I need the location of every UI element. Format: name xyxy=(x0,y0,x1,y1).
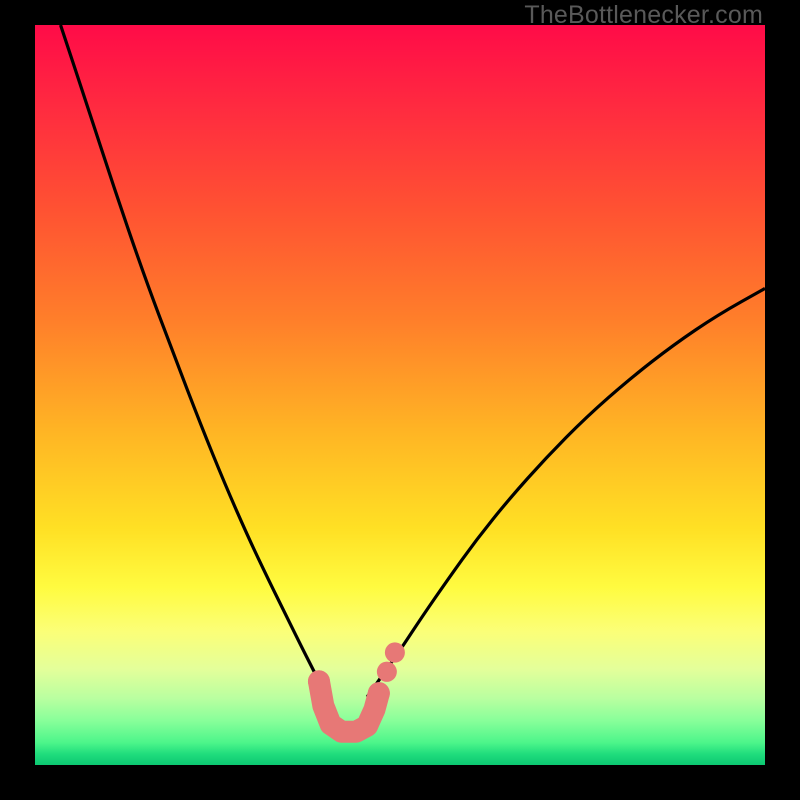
chart-plot-area xyxy=(35,25,765,765)
chart-svg xyxy=(35,25,765,765)
salmon-dot xyxy=(308,670,330,692)
salmon-dot xyxy=(368,682,390,704)
salmon-dot xyxy=(385,642,405,662)
salmon-dot xyxy=(377,662,397,682)
